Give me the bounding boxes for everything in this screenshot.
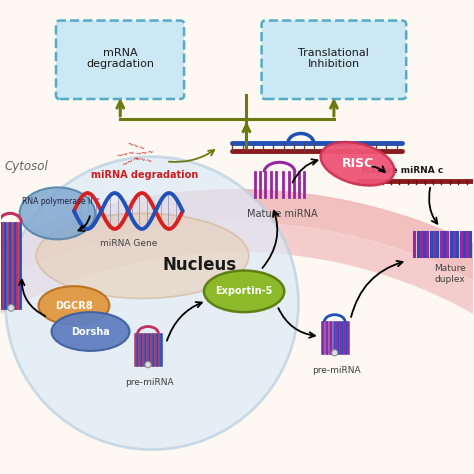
Text: RNA polymerase II: RNA polymerase II [22,197,92,206]
Circle shape [8,305,14,311]
Text: miRNA Gene: miRNA Gene [100,239,157,248]
Text: mRNA
degradation: mRNA degradation [86,47,154,69]
Ellipse shape [5,156,299,450]
Ellipse shape [204,271,284,312]
Text: Translational
Inhibition: Translational Inhibition [299,47,369,69]
Polygon shape [0,223,474,474]
Circle shape [332,350,338,356]
Ellipse shape [38,286,109,325]
FancyBboxPatch shape [262,20,406,99]
Text: miRNA degradation: miRNA degradation [91,170,199,180]
Text: pre-miRNA: pre-miRNA [312,366,361,375]
Circle shape [145,362,151,368]
Text: ~~~: ~~~ [125,139,146,154]
Text: Dorsha: Dorsha [71,327,110,337]
Text: Cytosol: Cytosol [4,160,48,173]
Text: ~~~: ~~~ [135,147,155,159]
Text: pre-miRNA: pre-miRNA [125,378,174,387]
Ellipse shape [19,187,95,239]
Text: ~~~: ~~~ [116,148,136,161]
Text: ~~~: ~~~ [132,155,153,166]
Text: DGCR8: DGCR8 [55,301,93,310]
Text: Mature miRNA: Mature miRNA [246,209,317,219]
Polygon shape [0,190,474,474]
Text: Mature miRNA c: Mature miRNA c [361,165,444,174]
FancyBboxPatch shape [56,20,184,99]
Text: Exportin-5: Exportin-5 [215,286,273,296]
Ellipse shape [52,312,129,351]
Ellipse shape [36,213,249,299]
Text: ~~~: ~~~ [120,153,141,170]
Text: ~: ~ [86,190,101,207]
Ellipse shape [320,142,394,185]
Text: RISC: RISC [341,157,374,170]
Text: Nucleus: Nucleus [162,256,236,274]
Text: Mature
duplex: Mature duplex [434,264,465,284]
